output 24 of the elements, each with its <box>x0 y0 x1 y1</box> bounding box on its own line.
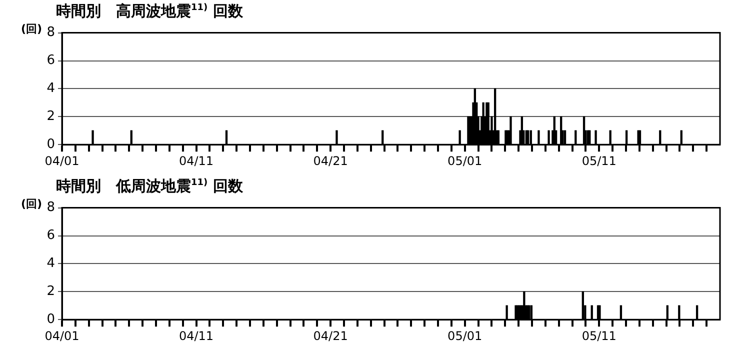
x-tick-label: 05/01 <box>448 328 482 343</box>
x-tick-label: 04/01 <box>44 328 80 343</box>
x-tick-label: 04/01 <box>44 154 80 168</box>
y-tick-label: 4 <box>46 256 55 272</box>
y-tick-label: 6 <box>46 228 55 244</box>
chart-title: 時間別 低周波地震$^{11)}$ 回数 <box>56 177 243 196</box>
y-axis-title: (回) <box>20 198 42 211</box>
y-tick-label: 6 <box>46 53 55 68</box>
y-tick-label: 2 <box>46 109 55 124</box>
y-tick-label: 2 <box>46 284 55 300</box>
y-tick-label: 0 <box>46 312 55 327</box>
y-axis-title: (回) <box>20 22 42 36</box>
chart-title: 時間別 高周波地震$^{11)}$ 回数 <box>56 2 243 21</box>
y-tick-label: 0 <box>46 136 55 152</box>
x-tick-label: 04/21 <box>313 328 348 343</box>
x-tick-label: 05/11 <box>582 154 616 168</box>
x-tick-label: 04/21 <box>313 154 348 168</box>
x-tick-label: 04/11 <box>178 154 214 168</box>
x-tick-label: 05/01 <box>448 154 482 168</box>
x-tick-label: 05/11 <box>582 328 616 343</box>
y-tick-label: 8 <box>46 25 55 40</box>
x-tick-label: 04/11 <box>178 328 214 343</box>
y-tick-label: 8 <box>46 200 55 216</box>
y-tick-label: 4 <box>46 81 55 96</box>
